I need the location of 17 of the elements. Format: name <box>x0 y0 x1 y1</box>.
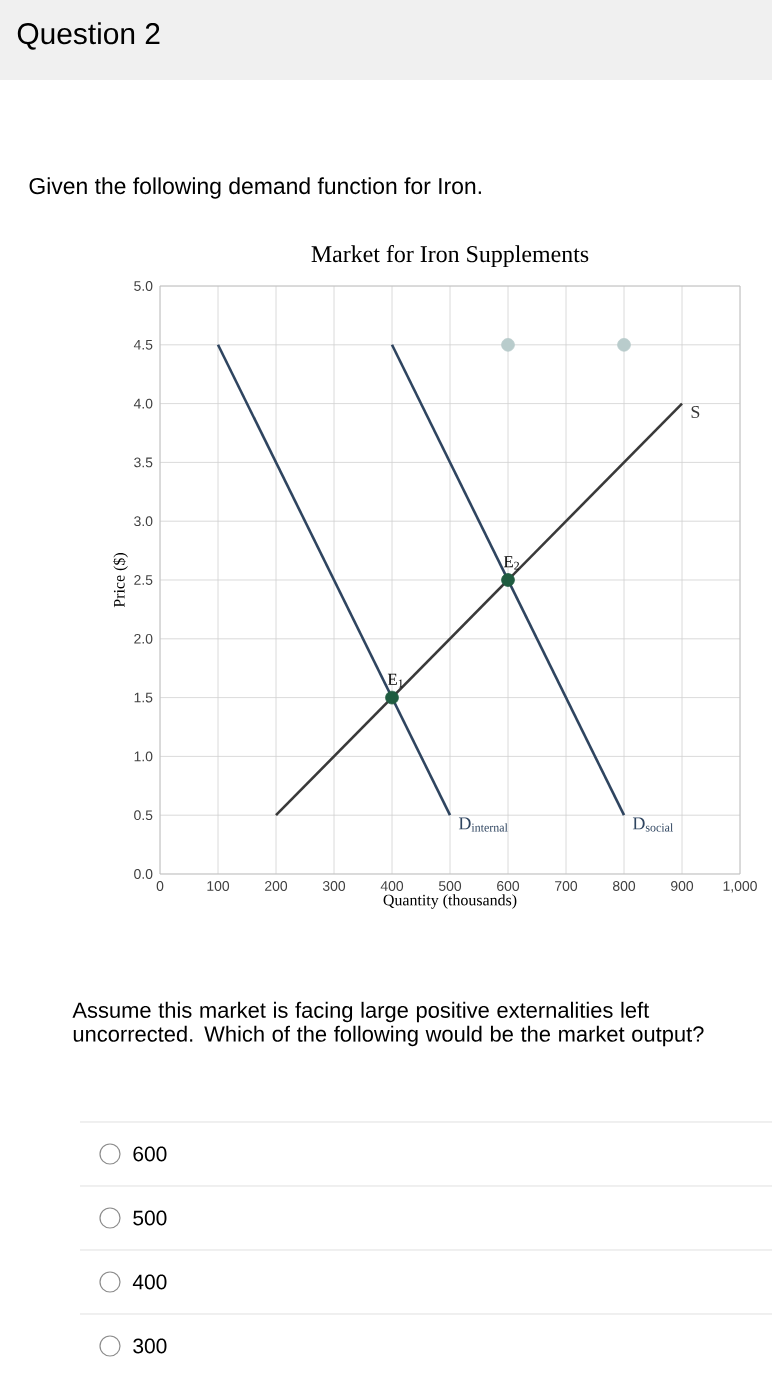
text: 500 <box>132 1210 167 1226</box>
point <box>500 573 515 587</box>
series-label: D$_{social}$ <box>632 817 673 832</box>
chart-title: Market for Iron Supplements <box>311 245 589 268</box>
text: Given the following demand function for Iron. <box>29 177 481 199</box>
text: 400 <box>132 1274 167 1290</box>
series-label: S <box>691 405 700 419</box>
text: 600 <box>133 1146 167 1162</box>
text: Assume this market is facing large positive externalities left uncorrected. Which of the following would be the market output? <box>72 1001 704 1047</box>
text: Question 2 <box>17 22 160 50</box>
annotation: E$_{1}$ <box>387 673 403 688</box>
point <box>500 338 515 352</box>
point <box>384 690 399 705</box>
annotation: E$_{2}$ <box>503 556 519 570</box>
text: 300 <box>132 1338 167 1354</box>
series-label: D$_{internal}$ <box>458 817 508 832</box>
point <box>616 338 631 352</box>
